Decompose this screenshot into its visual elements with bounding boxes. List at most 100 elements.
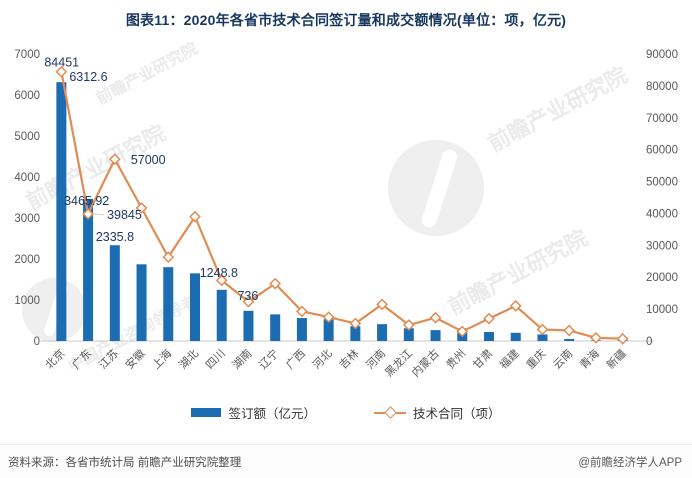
bar-内蒙古 [430, 330, 441, 341]
right-axis-tick: 60000 [646, 145, 678, 157]
data-label-39845: 39845 [107, 208, 142, 222]
marker-辽宁 [269, 277, 282, 290]
data-label-736: 736 [237, 289, 258, 303]
watermark-logo [22, 278, 86, 342]
x-axis-label-湖北: 湖北 [176, 347, 201, 372]
left-axis-tick: 5000 [14, 131, 40, 143]
legend-label-bar: 签订额（亿元） [228, 407, 316, 421]
marker-甘肃 [483, 312, 495, 325]
bar-swatch [191, 408, 222, 417]
combo-chart: 0100020003000400050006000700001000020000… [14, 49, 678, 380]
x-axis-label-甘肃: 甘肃 [470, 347, 495, 372]
marker-安徽 [135, 202, 148, 214]
x-axis-label-上海: 上海 [149, 346, 174, 371]
marker-江苏 [108, 153, 121, 166]
legend-label-line: 技术合同（项） [413, 407, 501, 421]
x-axis-label-河北: 河北 [310, 347, 335, 372]
legend-item-bar: 签订额（亿元） [191, 403, 316, 422]
bar-四川 [216, 289, 227, 341]
x-axis-label-黑龙江: 黑龙江 [382, 347, 415, 380]
bar-广东 [83, 198, 94, 341]
right-axis-tick: 70000 [646, 113, 678, 125]
x-axis-label-青海: 青海 [577, 346, 602, 371]
marker-河南 [376, 298, 388, 311]
marker-福建 [509, 300, 522, 312]
bar-吉林 [350, 326, 361, 341]
data-label-1248.8: 1248.8 [200, 266, 238, 280]
x-axis-label-广东: 广东 [69, 347, 94, 372]
bar-重庆 [537, 334, 548, 341]
bar-云南 [564, 338, 575, 341]
bar-北京 [56, 82, 67, 341]
right-axis-tick: 0 [646, 336, 652, 348]
left-axis-tick: 1000 [14, 295, 40, 307]
data-label-6312.6: 6312.6 [69, 70, 107, 84]
marker-贵州 [456, 325, 469, 338]
marker-内蒙古 [429, 311, 442, 324]
left-axis-tick: 0 [34, 336, 40, 348]
legend-item-line: 技术合同（项） [374, 403, 501, 422]
data-label-3465.92: 3465.92 [64, 194, 109, 208]
line-series [60, 71, 623, 340]
data-label-57000: 57000 [131, 153, 166, 167]
data-label-84451: 84451 [44, 56, 79, 70]
left-axis-tick: 7000 [14, 49, 40, 61]
marker-黑龙江 [402, 319, 415, 331]
marker-湖南 [242, 295, 255, 308]
bar-河北 [323, 319, 334, 341]
marker-北京 [55, 65, 68, 78]
bar-湖南 [243, 310, 254, 341]
x-axis-label-安徽: 安徽 [122, 346, 147, 371]
right-axis-tick: 40000 [646, 208, 678, 220]
bar-江苏 [109, 245, 120, 341]
x-axis-label-内蒙古: 内蒙古 [408, 346, 441, 379]
x-axis-label-福建: 福建 [496, 346, 521, 371]
label-leader-line [93, 213, 105, 216]
data-label-2335.8: 2335.8 [96, 230, 134, 244]
marker-湖北 [189, 210, 201, 223]
marker-广东 [82, 208, 94, 220]
right-axis-tick: 80000 [646, 81, 678, 93]
legend: 签订额（亿元） 技术合同（项） [0, 403, 692, 422]
source-note: 资料来源：各省市统计局 前瞻产业研究院整理 [8, 456, 242, 469]
marker-广西 [296, 305, 308, 318]
right-axis-tick: 50000 [646, 177, 678, 189]
marker-河北 [322, 311, 335, 323]
x-axis-label-广西: 广西 [283, 347, 308, 372]
marker-重庆 [536, 323, 549, 336]
bar-安徽 [136, 264, 147, 341]
bar-福建 [510, 332, 521, 341]
marker-吉林 [349, 317, 362, 330]
right-axis-tick: 90000 [646, 49, 678, 61]
watermark-logo [388, 140, 484, 236]
right-axis-tick: 20000 [646, 272, 678, 284]
x-axis-label-湖南: 湖南 [230, 347, 255, 372]
marker-四川 [215, 274, 228, 287]
marker-青海 [590, 331, 602, 344]
right-axis-tick: 30000 [646, 240, 678, 252]
x-axis-label-云南: 云南 [551, 347, 576, 372]
left-axis-tick: 3000 [14, 213, 40, 225]
right-axis-tick: 10000 [646, 304, 678, 316]
x-axis-label-江苏: 江苏 [96, 347, 121, 372]
marker-云南 [563, 324, 576, 337]
x-axis-label-四川: 四川 [204, 348, 228, 372]
x-axis-label-河南: 河南 [363, 347, 388, 372]
x-axis-label-贵州: 贵州 [444, 347, 469, 372]
footer: 资料来源：各省市统计局 前瞻产业研究院整理 @前瞻经济学人APP [0, 444, 692, 478]
line-swatch [374, 405, 406, 419]
diamond-marker-icon [384, 405, 397, 419]
left-axis-tick: 6000 [14, 90, 40, 102]
left-axis-tick: 4000 [14, 172, 40, 184]
chart-title: 图表11：2020年各省市技术合同签订量和成交额情况(单位：项，亿元) [125, 12, 567, 28]
bar-湖北 [190, 273, 200, 341]
x-axis-label-辽宁: 辽宁 [256, 346, 281, 371]
bar-黑龙江 [403, 328, 414, 341]
x-axis-label-新疆: 新疆 [603, 346, 628, 371]
bar-辽宁 [270, 314, 281, 341]
bar-甘肃 [484, 331, 494, 341]
x-axis-label-重庆: 重庆 [523, 346, 548, 371]
x-axis-label-吉林: 吉林 [336, 346, 361, 371]
left-axis-tick: 2000 [14, 254, 40, 266]
